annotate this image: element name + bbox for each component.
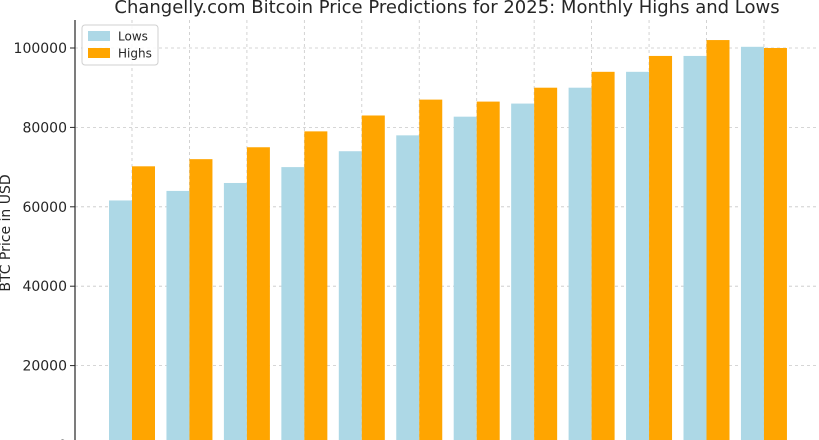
legend-label-lows: Lows [118, 30, 148, 44]
bar-lows [338, 151, 362, 440]
bar-lows [223, 182, 247, 440]
bar-highs [649, 55, 673, 440]
bar-highs [361, 115, 385, 440]
bars [109, 40, 787, 440]
bar-lows [740, 46, 764, 440]
bar-lows [568, 87, 592, 440]
y-tick-label: 80000 [22, 120, 67, 136]
y-axis-ticks: 0 20000 40000 60000 80000 100000 [14, 41, 75, 440]
y-tick-label: 60000 [22, 200, 67, 216]
bar-lows [511, 103, 535, 440]
bar-lows [683, 55, 707, 440]
bar-highs [132, 166, 155, 440]
y-tick-label: 100000 [14, 41, 67, 57]
bar-lows [396, 135, 420, 440]
bar-lows [626, 71, 650, 440]
bar-lows [453, 116, 477, 440]
y-tick-label: 20000 [22, 359, 67, 375]
bar-lows [166, 190, 190, 440]
bar-lows [109, 200, 132, 440]
chart-title: Changelly.com Bitcoin Price Predictions … [114, 0, 779, 18]
y-tick-label: 0 [58, 438, 67, 440]
bar-lows [281, 167, 305, 440]
bar-highs [706, 40, 730, 440]
y-axis-label: BTC Price in USD [0, 174, 14, 291]
bar-highs [591, 71, 615, 440]
bar-highs [304, 131, 328, 440]
legend-swatch-highs [88, 48, 110, 58]
legend: Lows Highs [81, 24, 159, 66]
y-tick-label: 40000 [22, 279, 67, 295]
bar-highs [534, 87, 558, 440]
bar-highs [763, 48, 787, 440]
bar-highs [419, 99, 443, 440]
legend-label-highs: Highs [118, 47, 152, 61]
bar-highs [189, 159, 213, 440]
bar-highs [476, 101, 500, 440]
legend-swatch-lows [88, 31, 110, 41]
bar-highs [246, 147, 270, 440]
